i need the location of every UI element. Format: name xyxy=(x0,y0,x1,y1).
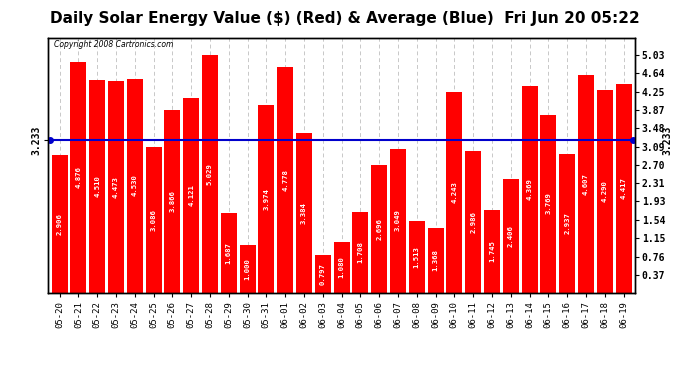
Text: 4.369: 4.369 xyxy=(526,178,533,200)
Text: 4.121: 4.121 xyxy=(188,184,194,206)
Bar xyxy=(503,179,519,292)
Text: 3.974: 3.974 xyxy=(264,188,269,210)
Text: 2.986: 2.986 xyxy=(470,211,476,233)
Text: 3.049: 3.049 xyxy=(395,210,401,231)
Bar xyxy=(615,84,631,292)
Text: 4.530: 4.530 xyxy=(132,175,138,196)
Bar xyxy=(428,228,444,292)
Text: 4.778: 4.778 xyxy=(282,169,288,190)
Text: 2.696: 2.696 xyxy=(376,218,382,240)
Bar xyxy=(540,114,556,292)
Text: 1.513: 1.513 xyxy=(414,246,420,268)
Bar xyxy=(258,105,275,292)
Text: 2.937: 2.937 xyxy=(564,212,570,234)
Text: 3.866: 3.866 xyxy=(169,190,175,212)
Text: 3.769: 3.769 xyxy=(545,193,551,214)
Text: 4.417: 4.417 xyxy=(620,177,627,199)
Bar xyxy=(315,255,331,292)
Bar xyxy=(108,81,124,292)
Text: 3.384: 3.384 xyxy=(301,202,307,223)
Text: 4.607: 4.607 xyxy=(583,173,589,195)
Bar xyxy=(465,152,481,292)
Bar xyxy=(578,75,594,292)
Text: 4.243: 4.243 xyxy=(451,182,457,203)
Text: 1.708: 1.708 xyxy=(357,241,364,263)
Bar xyxy=(333,242,350,292)
Bar xyxy=(202,55,218,292)
Text: 5.029: 5.029 xyxy=(207,163,213,185)
Bar xyxy=(408,221,425,292)
Bar xyxy=(559,154,575,292)
Bar xyxy=(146,147,161,292)
Bar xyxy=(390,148,406,292)
Text: Copyright 2008 Cartronics.com: Copyright 2008 Cartronics.com xyxy=(55,40,174,49)
Bar xyxy=(164,110,180,292)
Text: 1.687: 1.687 xyxy=(226,242,232,264)
Bar xyxy=(52,155,68,292)
Text: 1.368: 1.368 xyxy=(433,249,439,271)
Text: 3.086: 3.086 xyxy=(150,209,157,231)
Bar xyxy=(183,98,199,292)
Bar xyxy=(277,67,293,292)
Text: Daily Solar Energy Value ($) (Red) & Average (Blue)  Fri Jun 20 05:22: Daily Solar Energy Value ($) (Red) & Ave… xyxy=(50,11,640,26)
Text: 4.290: 4.290 xyxy=(602,180,608,202)
Text: 2.406: 2.406 xyxy=(508,225,514,247)
Text: 1.745: 1.745 xyxy=(489,240,495,262)
Bar xyxy=(70,62,86,292)
Bar xyxy=(127,79,143,292)
Text: 2.906: 2.906 xyxy=(57,213,63,235)
Text: 4.876: 4.876 xyxy=(75,166,81,188)
Bar xyxy=(89,80,105,292)
Bar xyxy=(371,165,387,292)
Text: 1.000: 1.000 xyxy=(244,258,250,280)
Bar xyxy=(296,133,312,292)
Text: 0.797: 0.797 xyxy=(319,263,326,285)
Bar xyxy=(446,92,462,292)
Text: 4.473: 4.473 xyxy=(113,176,119,198)
Bar xyxy=(597,90,613,292)
Bar xyxy=(522,86,538,292)
Bar xyxy=(239,245,255,292)
Text: 4.510: 4.510 xyxy=(94,175,100,197)
Bar xyxy=(484,210,500,292)
Bar xyxy=(353,212,368,292)
Text: 3.233: 3.233 xyxy=(662,125,672,154)
Bar xyxy=(221,213,237,292)
Text: 1.080: 1.080 xyxy=(339,256,344,278)
